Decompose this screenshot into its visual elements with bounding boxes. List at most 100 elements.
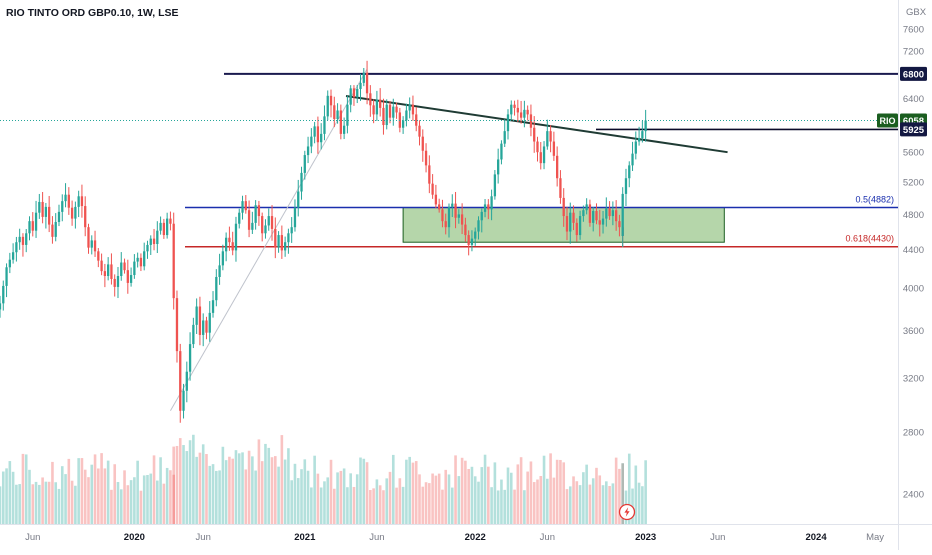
candle-body-4 [11,252,15,260]
candle-body-155 [503,131,506,144]
volume-bar-122 [395,487,398,524]
volume-bar-95 [306,470,310,524]
volume-bar-6 [18,484,21,524]
candle-body-93 [300,172,303,192]
volume-bar-74 [237,453,241,524]
volume-bar-160 [519,457,523,524]
volume-bar-49 [159,457,162,524]
volume-bar-191 [621,463,625,524]
volume-bar-189 [614,457,618,524]
candle-body-104 [336,110,339,120]
candle-body-39 [126,270,129,283]
volume-bar-161 [523,490,526,524]
volume-bar-27 [87,477,90,524]
volume-bar-0 [0,486,2,524]
candle-body-57 [182,390,185,411]
x-tick-5: 2022 [465,532,486,543]
volume-bar-145 [470,466,474,524]
candle-body-118 [382,107,385,126]
candle-body-22 [70,207,74,219]
candle-body-194 [628,165,631,179]
volume-bar-111 [359,457,362,524]
volume-bar-130 [421,486,425,524]
candle-body-25 [80,196,84,207]
volume-bar-48 [156,480,159,524]
candle-body-70 [224,237,228,252]
candle-body-86 [277,235,280,248]
volume-bar-98 [316,473,320,524]
volume-bar-61 [195,456,198,524]
candle-body-60 [192,324,195,345]
x-tick-4: Jun [369,532,384,543]
candle-body-151 [490,196,493,210]
candle-body-178 [578,216,582,236]
candle-body-185 [601,218,605,225]
volume-bar-73 [234,450,238,524]
price-axis[interactable]: 2400280032003600400044004800520056006000… [903,25,924,501]
volume-bar-36 [116,482,120,524]
symbol-badge: RIO [879,116,895,126]
candle-body-187 [608,208,611,217]
volume-bar-120 [388,471,392,524]
candle-body-40 [129,275,133,283]
volume-bar-181 [588,484,592,524]
candle-body-7 [21,236,25,245]
time-axis[interactable]: Jun 2020 Jun 2021 Jun 2022 Jun 2023 Jun 2024 May [25,532,884,543]
volume-bar-26 [83,469,87,524]
candle-body-90 [290,227,293,234]
volume-bar-166 [539,476,543,524]
candle-body-74 [238,212,241,224]
volume-bar-97 [313,455,316,524]
candle-body-42 [136,257,139,262]
volume-bars [0,434,647,524]
candle-body-133 [431,183,434,195]
volume-bar-23 [74,485,77,524]
candle-body-120 [388,104,392,118]
candle-body-6 [18,236,21,243]
candle-body-97 [313,126,316,137]
volume-bar-118 [382,490,385,524]
candle-body-82 [264,225,267,234]
volume-bar-155 [503,489,507,524]
candle-body-87 [280,235,284,251]
candle-body-77 [247,210,251,230]
volume-bar-78 [251,456,254,524]
volume-bar-100 [323,481,326,524]
candle-body-154 [500,143,503,160]
volume-bar-29 [93,454,97,524]
candle-body-196 [634,141,637,154]
candle-body-103 [333,105,336,120]
volume-bar-83 [267,447,271,524]
candle-body-168 [546,131,549,147]
volume-bar-182 [591,478,595,524]
candle-body-99 [320,133,323,143]
volume-bar-38 [123,470,126,524]
volume-bar-126 [408,456,411,524]
volume-bar-105 [339,470,343,524]
candle-body-106 [342,125,346,134]
volume-bar-2 [5,468,8,524]
volume-bar-65 [208,465,212,524]
volume-bar-53 [172,474,176,524]
volume-bar-72 [231,458,234,524]
candle-body-34 [110,264,113,279]
candle-body-148 [480,211,483,221]
volume-bar-192 [621,463,625,524]
candle-body-17 [54,222,57,237]
y-tick-8: 5600 [903,148,924,159]
candle-body-163 [529,114,533,128]
candle-body-116 [375,99,379,115]
candle-body-84 [270,216,274,229]
candle-body-117 [379,99,382,108]
candle-body-141 [457,214,460,218]
volume-bar-46 [149,473,153,524]
candle-body-75 [241,201,244,213]
candle-body-193 [624,178,628,194]
candle-body-100 [323,116,326,134]
volume-bar-44 [142,475,146,524]
candle-body-147 [477,220,480,232]
candle-body-192 [621,193,624,236]
lightning-icon[interactable] [618,503,636,521]
candle-body-8 [25,233,28,245]
